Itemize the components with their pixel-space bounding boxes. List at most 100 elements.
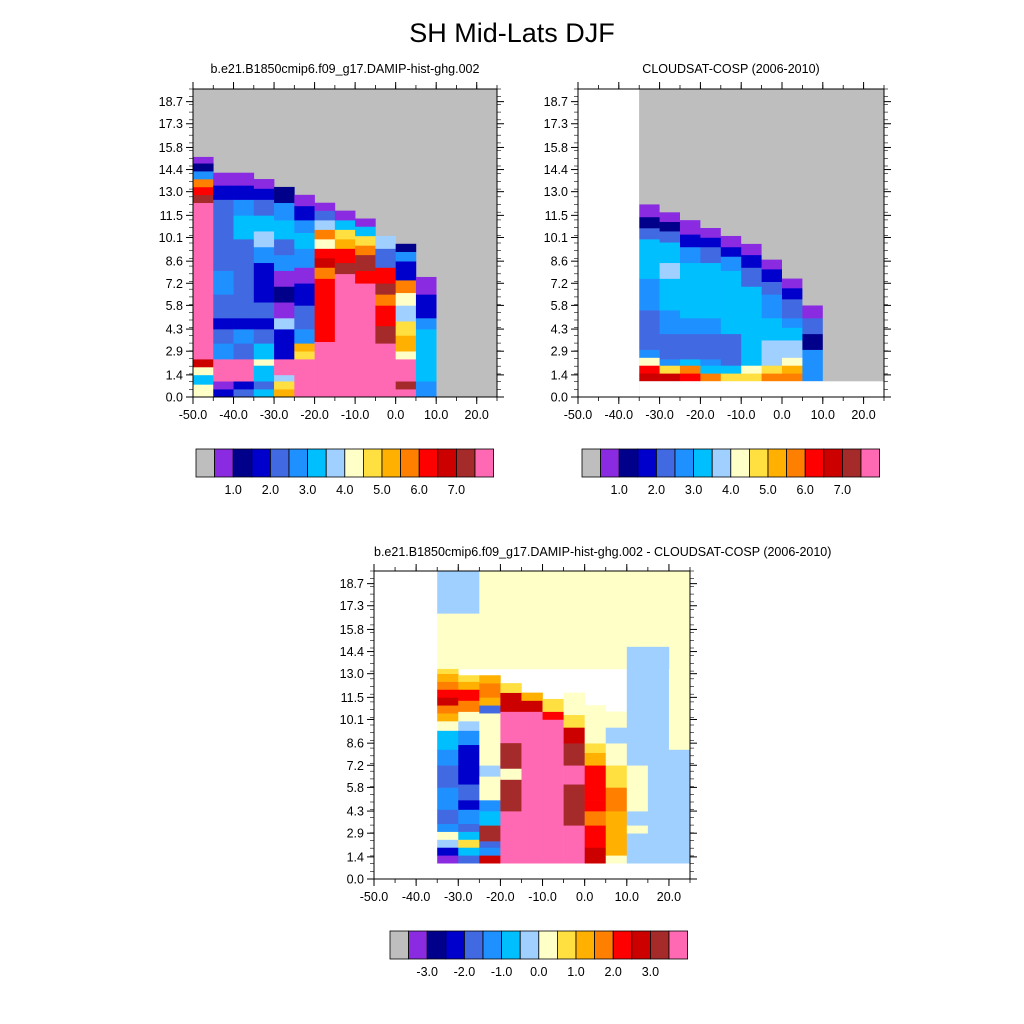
colorbar-box bbox=[195, 448, 216, 478]
heatmap-cell bbox=[253, 231, 275, 248]
heatmap-cell bbox=[437, 721, 459, 731]
colorbar: -3.0 -2.0 -1.0 0.0 1.0 2.0 3.0 bbox=[389, 930, 689, 979]
colorbar-label: 7.0 bbox=[834, 483, 851, 497]
heatmap-cell bbox=[500, 752, 522, 769]
heatmap-cell bbox=[563, 692, 585, 716]
x-tick-label: 20.0 bbox=[465, 408, 489, 422]
heatmap-cell bbox=[720, 357, 742, 366]
heatmap-cell bbox=[659, 231, 681, 243]
heatmap-cell bbox=[802, 305, 824, 319]
heatmap-cell bbox=[458, 681, 480, 690]
heatmap-cell bbox=[680, 234, 701, 248]
heatmap-cell bbox=[233, 239, 255, 264]
colorbar-label: 1.0 bbox=[225, 483, 242, 497]
heatmap-cell bbox=[458, 784, 480, 801]
heatmap-cell bbox=[668, 668, 691, 750]
heatmap-cell bbox=[274, 374, 295, 382]
heatmap-cell bbox=[437, 765, 459, 788]
y-tick-label: 5.8 bbox=[166, 299, 183, 313]
x-tick-label: -50.0 bbox=[360, 890, 389, 904]
heatmap-cell bbox=[584, 752, 607, 766]
heatmap-cell bbox=[700, 262, 722, 319]
heatmap-cell bbox=[294, 305, 315, 330]
heatmap-cell bbox=[458, 823, 480, 832]
x-tick-label: 20.0 bbox=[657, 890, 681, 904]
heatmap-cell bbox=[659, 278, 681, 295]
heatmap-cell bbox=[213, 318, 234, 330]
heatmap-cell bbox=[563, 743, 585, 766]
heatmap-cell bbox=[253, 199, 275, 216]
colorbar-label: -1.0 bbox=[491, 965, 513, 979]
heatmap-cell bbox=[437, 681, 459, 690]
x-tick-label: -40.0 bbox=[605, 408, 634, 422]
x-tick-label: 10.0 bbox=[615, 890, 639, 904]
y-tick-label: 4.3 bbox=[347, 805, 364, 819]
heatmap-cell bbox=[458, 730, 480, 746]
heatmap-cell bbox=[500, 768, 522, 780]
colorbar-box bbox=[693, 448, 713, 478]
heatmap-cell bbox=[479, 776, 501, 801]
heatmap-cell bbox=[584, 811, 607, 826]
heatmap-cell bbox=[782, 278, 803, 289]
heatmap-cell bbox=[395, 321, 417, 336]
heatmap-cell bbox=[659, 212, 681, 222]
heatmap-cell bbox=[437, 668, 459, 674]
heatmap-cell bbox=[584, 800, 607, 812]
heatmap-cell bbox=[479, 841, 501, 848]
heatmap-cell bbox=[274, 302, 295, 319]
heatmap-cell bbox=[626, 765, 649, 812]
heatmap-cell bbox=[479, 675, 501, 684]
heatmap-cell bbox=[274, 186, 295, 204]
heatmap-cell bbox=[415, 276, 437, 295]
heatmap-cell bbox=[680, 359, 701, 366]
heatmap-cell bbox=[647, 646, 670, 686]
heatmap-cell bbox=[720, 246, 742, 257]
heatmap-cell bbox=[639, 227, 660, 240]
heatmap-cell bbox=[802, 333, 824, 350]
colorbar-box bbox=[232, 448, 253, 478]
heatmap-cell bbox=[626, 811, 649, 826]
heatmap-cell bbox=[355, 226, 376, 237]
heatmap-cell bbox=[274, 239, 295, 256]
heatmap-cell bbox=[720, 373, 742, 382]
colorbar-box bbox=[711, 448, 732, 478]
heatmap-cell bbox=[294, 205, 315, 221]
heatmap-cell bbox=[334, 262, 356, 275]
heatmap-cell bbox=[355, 283, 376, 398]
colorbar-box bbox=[823, 448, 843, 478]
heatmap-cell bbox=[741, 310, 762, 335]
figure-title: SH Mid-Lats DJF bbox=[409, 18, 615, 48]
heatmap-cell bbox=[334, 220, 356, 230]
y-tick-label: 17.3 bbox=[340, 599, 364, 613]
heatmap-cell bbox=[479, 683, 501, 698]
heatmap-cell bbox=[233, 318, 255, 330]
heatmap-cell bbox=[213, 381, 234, 390]
heatmap-cell bbox=[437, 809, 459, 825]
heatmap-cell bbox=[521, 711, 543, 864]
colorbar-box bbox=[674, 448, 695, 478]
heatmap-cell bbox=[761, 365, 783, 374]
heatmap-cell bbox=[193, 359, 214, 368]
heatmap-cell bbox=[761, 269, 783, 282]
y-tick-label: 5.8 bbox=[551, 299, 568, 313]
heatmap-cell bbox=[542, 711, 564, 720]
heatmap-cell bbox=[193, 202, 214, 360]
heatmap-cell bbox=[720, 270, 742, 303]
colorbar-box bbox=[482, 930, 503, 960]
x-tick-label: 10.0 bbox=[811, 408, 835, 422]
colorbar-box bbox=[288, 448, 309, 478]
heatmap-cell bbox=[375, 267, 396, 284]
heatmap-cell bbox=[274, 381, 295, 390]
heatmap-cell bbox=[458, 831, 480, 840]
heatmap-cell bbox=[584, 719, 607, 744]
heatmap-cell bbox=[355, 270, 376, 284]
heatmap-cell bbox=[479, 800, 501, 812]
y-tick-label: 10.1 bbox=[544, 231, 568, 245]
y-tick-label: 13.0 bbox=[340, 667, 364, 681]
heatmap-cell bbox=[253, 246, 275, 264]
y-tick-label: 1.4 bbox=[166, 368, 183, 382]
heatmap-cell bbox=[213, 343, 234, 360]
y-tick-label: 8.6 bbox=[551, 255, 568, 269]
colorbar-box bbox=[581, 448, 602, 478]
heatmap-cell bbox=[253, 343, 275, 360]
